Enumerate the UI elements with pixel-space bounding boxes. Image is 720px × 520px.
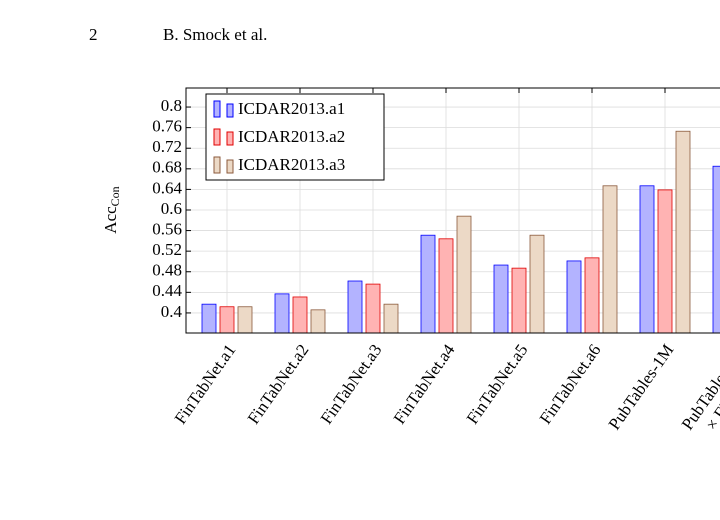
bar (493, 264, 509, 334)
bar (201, 303, 217, 334)
legend-swatch (213, 156, 221, 174)
page-number: 2 (89, 25, 98, 44)
x-tick-label: FinTabNet.a4 (390, 340, 459, 427)
bar (274, 293, 290, 334)
bar (511, 267, 527, 334)
y-tick-label: 0.56 (152, 219, 182, 238)
y-label-sub: Con (108, 186, 122, 206)
bar (456, 215, 472, 334)
bar (566, 260, 582, 334)
running-head: B. Smock et al. (163, 25, 267, 44)
x-tick-label: FinTabNet.a3 (317, 341, 386, 428)
bar (602, 185, 618, 334)
y-tick-label: 0.52 (152, 240, 182, 259)
plot-frame (185, 87, 720, 334)
y-axis-label: AccCon (101, 186, 122, 233)
bar (657, 189, 673, 334)
x-tick-label: PubTables-1M (605, 341, 678, 434)
bar (438, 238, 454, 334)
y-tick-label: 0.8 (161, 96, 182, 115)
bar (365, 283, 381, 334)
y-tick-label: 0.68 (152, 158, 182, 177)
bar (712, 165, 720, 334)
y-tick-label: 0.48 (152, 261, 182, 280)
x-tick-label: FinTabNet.a5 (463, 341, 532, 428)
legend-swatch (213, 100, 221, 118)
bar (237, 306, 253, 334)
y-tick-label: 0.44 (152, 281, 182, 300)
y-label-main: Acc (101, 206, 120, 234)
x-tick-label: PubTables-1M× FinTabNet (678, 340, 720, 444)
legend-swatch (226, 131, 234, 146)
bar (310, 309, 326, 334)
bar (383, 303, 399, 334)
legend: ICDAR2013.a1 ICDAR2013.a2 ICDAR2013.a3 (205, 93, 385, 181)
x-tick-label: FinTabNet.a1 (171, 341, 240, 428)
x-tick-label: FinTabNet.a6 (536, 341, 605, 428)
bar (529, 234, 545, 334)
legend-box (205, 93, 385, 181)
legend-label: ICDAR2013.a1 (238, 99, 345, 118)
bar (639, 185, 655, 334)
legend-swatch (226, 159, 234, 174)
y-tick-label: 0.4 (161, 302, 183, 321)
y-tick-label: 0.76 (152, 117, 182, 136)
bar (420, 234, 436, 334)
bar (347, 280, 363, 334)
y-tick-label: 0.6 (161, 199, 182, 218)
y-tick-label: 0.72 (152, 137, 182, 156)
legend-label: ICDAR2013.a3 (238, 155, 345, 174)
legend-label: ICDAR2013.a2 (238, 127, 345, 146)
bar (675, 130, 691, 334)
x-tick-label: FinTabNet.a2 (244, 341, 313, 428)
y-tick-label: 0.64 (152, 178, 182, 197)
bar (219, 306, 235, 334)
legend-swatch (226, 103, 234, 118)
bar (584, 257, 600, 334)
bar (292, 296, 308, 334)
legend-swatch (213, 128, 221, 146)
